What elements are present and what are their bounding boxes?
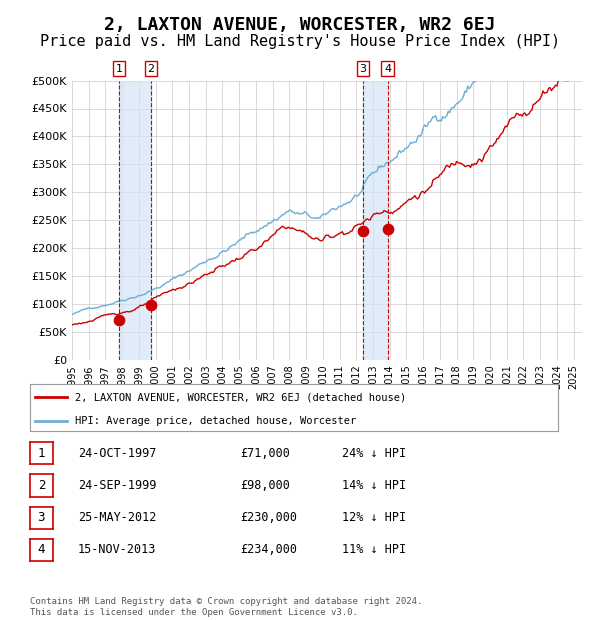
Text: £98,000: £98,000 — [240, 479, 290, 492]
Text: 4: 4 — [384, 64, 391, 74]
Text: 3: 3 — [38, 512, 45, 524]
Text: 2, LAXTON AVENUE, WORCESTER, WR2 6EJ (detached house): 2, LAXTON AVENUE, WORCESTER, WR2 6EJ (de… — [75, 392, 406, 402]
Text: 1: 1 — [116, 64, 122, 74]
Text: 11% ↓ HPI: 11% ↓ HPI — [342, 544, 406, 556]
Text: £234,000: £234,000 — [240, 544, 297, 556]
Text: 25-MAY-2012: 25-MAY-2012 — [78, 512, 157, 524]
Text: £71,000: £71,000 — [240, 447, 290, 459]
Text: £230,000: £230,000 — [240, 512, 297, 524]
Text: 2: 2 — [38, 479, 45, 492]
Text: 1: 1 — [38, 447, 45, 459]
Point — [358, 226, 368, 236]
Point — [146, 300, 156, 310]
Text: HPI: Average price, detached house, Worcester: HPI: Average price, detached house, Worc… — [75, 415, 356, 426]
Text: 24-SEP-1999: 24-SEP-1999 — [78, 479, 157, 492]
Text: 4: 4 — [38, 544, 45, 556]
Text: Price paid vs. HM Land Registry's House Price Index (HPI): Price paid vs. HM Land Registry's House … — [40, 34, 560, 49]
Text: 2: 2 — [148, 64, 155, 74]
Text: 3: 3 — [359, 64, 367, 74]
Bar — [363, 81, 388, 360]
Text: 14% ↓ HPI: 14% ↓ HPI — [342, 479, 406, 492]
Text: 15-NOV-2013: 15-NOV-2013 — [78, 544, 157, 556]
Point — [115, 315, 124, 325]
Text: 12% ↓ HPI: 12% ↓ HPI — [342, 512, 406, 524]
Text: Contains HM Land Registry data © Crown copyright and database right 2024.
This d: Contains HM Land Registry data © Crown c… — [30, 598, 422, 617]
Text: 24-OCT-1997: 24-OCT-1997 — [78, 447, 157, 459]
Text: 24% ↓ HPI: 24% ↓ HPI — [342, 447, 406, 459]
Point — [383, 224, 392, 234]
Text: 2, LAXTON AVENUE, WORCESTER, WR2 6EJ: 2, LAXTON AVENUE, WORCESTER, WR2 6EJ — [104, 16, 496, 33]
Bar — [119, 81, 151, 360]
